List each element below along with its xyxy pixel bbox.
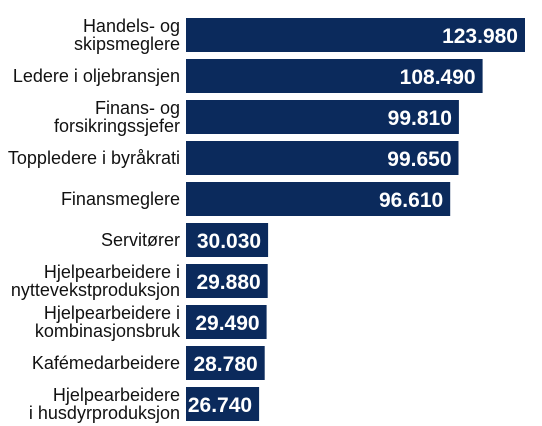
category-label-line: Toppledere i byråkrati	[8, 148, 180, 168]
category-label-line: Ledere i oljebransjen	[13, 66, 180, 86]
bar	[186, 59, 483, 93]
category-label-line: forsikringssjefer	[54, 116, 180, 136]
bar	[186, 305, 267, 339]
bar	[186, 141, 459, 175]
category-label-line: Finansmeglere	[61, 189, 180, 209]
category-label-line: Finans- og	[95, 98, 180, 118]
bar	[186, 100, 459, 134]
value-label: 28.780	[193, 353, 257, 376]
category-label: Finans- og forsikringssjefer	[54, 98, 180, 136]
value-label: 96.610	[379, 189, 443, 212]
category-label: Hjelpearbeidere i nyttevekstproduksjon	[11, 262, 180, 300]
category-label-line: Kafémedarbeidere	[32, 353, 180, 373]
bar	[186, 264, 268, 298]
value-label: 108.490	[400, 66, 476, 89]
category-label-line: Hjelpearbeidere	[53, 385, 180, 405]
value-label: 99.810	[388, 107, 452, 130]
category-label: Ledere i oljebransjen	[13, 66, 180, 86]
category-label: Hjelpearbeidere i husdyrproduksjon	[29, 385, 180, 423]
category-label: Handels- og skipsmeglere	[74, 16, 180, 54]
category-label-line: kombinasjonsbruk	[35, 321, 181, 341]
category-label-line: Hjelpearbeidere i	[44, 262, 180, 282]
value-label: 99.650	[387, 148, 451, 171]
category-label-line: Handels- og	[83, 16, 180, 36]
category-label: Toppledere i byråkrati	[8, 148, 180, 168]
value-label: 29.490	[195, 312, 259, 335]
bar	[186, 18, 525, 52]
bar	[186, 387, 260, 421]
category-label: Hjelpearbeidere i kombinasjonsbruk	[35, 303, 181, 341]
bar	[186, 346, 265, 380]
category-label-line: nyttevekstproduksjon	[11, 280, 180, 300]
bar	[186, 182, 451, 216]
category-label-line: Servitører	[101, 230, 180, 250]
value-label: 30.030	[197, 230, 261, 253]
category-label-line: Hjelpearbeidere i	[44, 303, 180, 323]
value-label: 123.980	[442, 25, 518, 48]
category-label-line: i husdyrproduksjon	[29, 403, 180, 423]
bar	[186, 223, 269, 257]
category-label-line: skipsmeglere	[74, 34, 180, 54]
value-label: 26.740	[188, 394, 252, 417]
value-label: 29.880	[196, 271, 260, 294]
category-label: Kafémedarbeidere	[32, 353, 180, 373]
category-label: Finansmeglere	[61, 189, 180, 209]
category-label: Servitører	[101, 230, 180, 250]
